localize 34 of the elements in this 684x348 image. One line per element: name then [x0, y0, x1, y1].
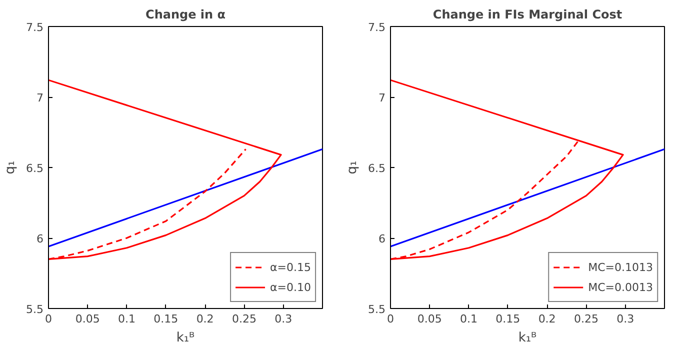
chart-title: Change in FIs Marginal Cost — [432, 8, 622, 22]
y-tick-label: 7.5 — [368, 21, 386, 34]
x-tick-label: 0.15 — [154, 312, 178, 326]
x-axis-title: k₁ᴮ — [176, 330, 196, 346]
legend-label: MC=0.0013 — [588, 280, 653, 294]
x-tick-label: 0.3 — [616, 312, 634, 326]
x-tick-label: 0.3 — [274, 312, 292, 326]
x-tick-label: 0 — [45, 312, 52, 326]
y-axis-title: q₁ — [3, 160, 18, 174]
legend-label: α=0.15 — [270, 260, 311, 274]
y-tick-label: 7.5 — [26, 21, 44, 34]
x-tick-label: 0 — [387, 312, 394, 326]
y-tick-label: 6.5 — [26, 162, 44, 175]
x-tick-label: 0.15 — [496, 312, 520, 326]
y-tick-label: 5.5 — [26, 303, 44, 316]
legend-label: MC=0.1013 — [588, 260, 653, 274]
x-tick-label: 0.25 — [574, 312, 598, 326]
x-tick-label: 0.1 — [118, 312, 136, 326]
x-tick-label: 0.1 — [460, 312, 478, 326]
y-tick-label: 5.5 — [368, 303, 386, 316]
x-axis-title: k₁ᴮ — [518, 330, 538, 346]
y-tick-label: 6 — [36, 232, 44, 246]
x-tick-label: 0.25 — [232, 312, 256, 326]
y-tick-label: 6.5 — [368, 162, 386, 175]
y-axis-title: q₁ — [345, 160, 360, 174]
chart-title: Change in α — [146, 8, 226, 22]
x-tick-label: 0.2 — [196, 312, 214, 326]
x-tick-label: 0.2 — [538, 312, 556, 326]
x-tick-label: 0.05 — [417, 312, 442, 326]
y-tick-label: 7 — [36, 92, 44, 104]
legend-label: α=0.10 — [270, 280, 311, 294]
y-tick-label: 6 — [378, 232, 386, 246]
y-tick-label: 7 — [378, 92, 386, 104]
x-tick-label: 0.05 — [75, 312, 100, 326]
